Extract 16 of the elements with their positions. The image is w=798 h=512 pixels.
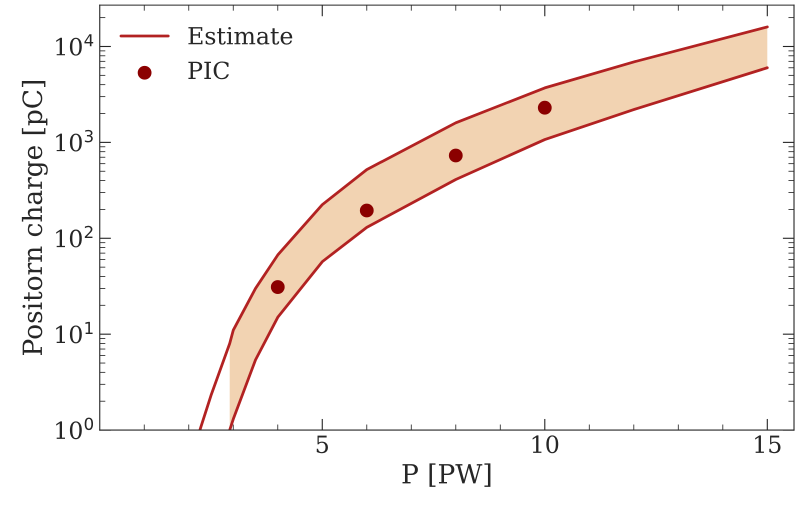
legend-label: PIC (188, 61, 229, 80)
point (360, 204, 374, 218)
point (270, 280, 285, 294)
y-tick-label: 10$^{1}$ (56, 322, 93, 344)
x-axis-title: P [PW] (402, 463, 490, 487)
x-tick-label: 15 (755, 435, 781, 454)
y-tick-label: 10$^{0}$ (56, 418, 94, 440)
point (448, 148, 463, 162)
y-tick-label: 10$^{3}$ (56, 130, 93, 152)
y-tick-label: 10$^{4}$ (56, 34, 94, 56)
y-tick-label: 10$^{2}$ (56, 226, 92, 248)
legend-label: Estimate (188, 26, 292, 45)
point (538, 100, 552, 115)
x-tick-label: 5 (316, 436, 328, 454)
x-tick-label: 10 (532, 435, 558, 454)
y-axis-title: Positorn charge [pC] (22, 80, 48, 356)
